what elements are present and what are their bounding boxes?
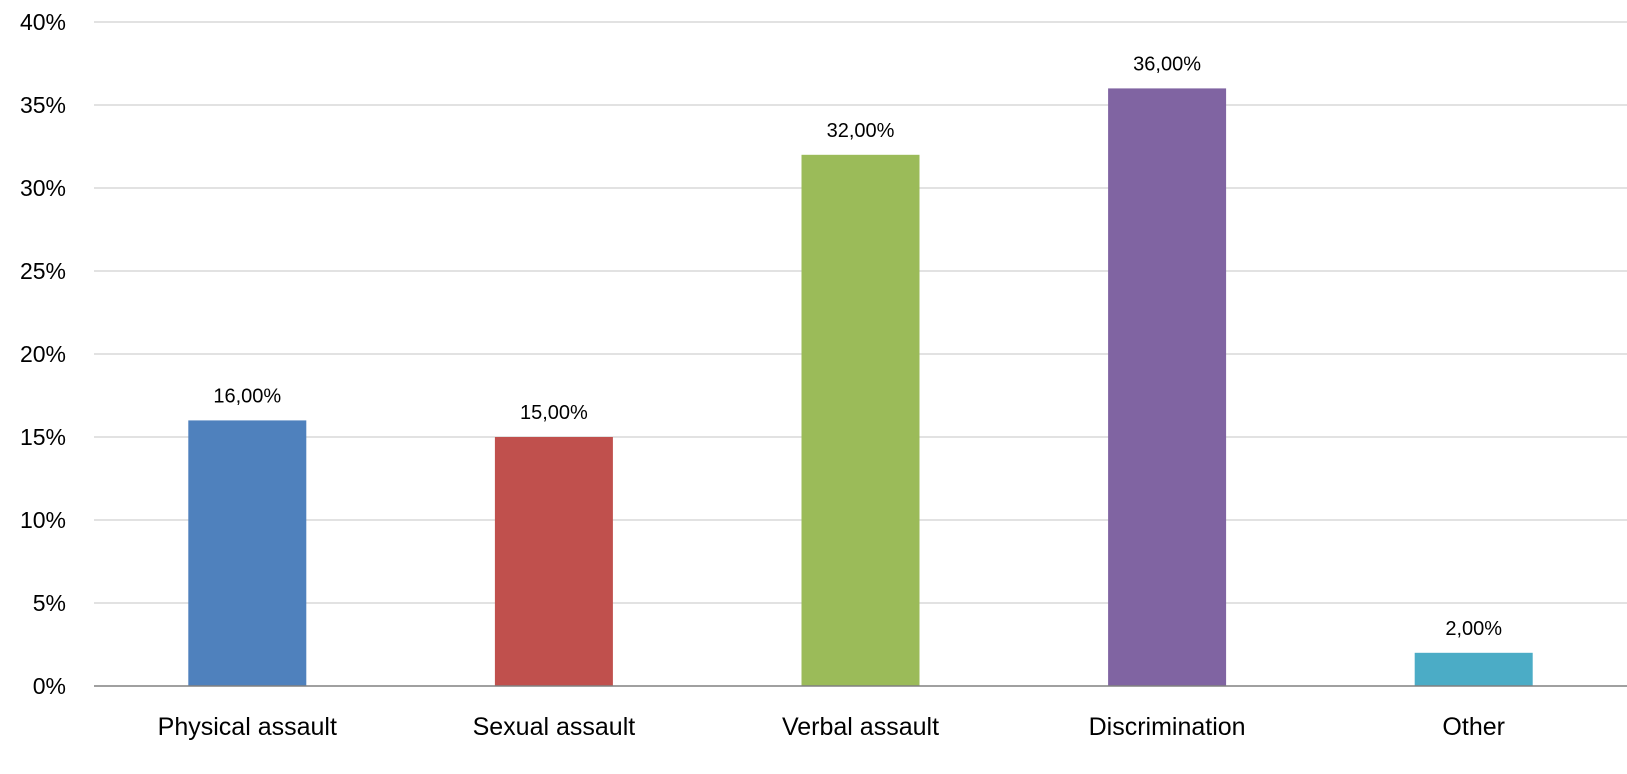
data-label: 36,00% xyxy=(1133,53,1201,75)
bars xyxy=(188,88,1533,687)
bar-discrimination xyxy=(1108,88,1227,686)
data-label: 16,00% xyxy=(213,385,281,407)
data-label: 32,00% xyxy=(827,120,895,142)
x-tick-label: Verbal assault xyxy=(782,713,939,741)
y-axis-tick-labels: 0% 5% 10% 15% 20% 25% 30% 35% 40% xyxy=(20,9,66,699)
x-axis-tick-labels: Physical assault Sexual assault Verbal ass… xyxy=(158,713,1505,741)
bar-physical-assault xyxy=(188,420,307,686)
y-tick-label: 35% xyxy=(20,92,66,118)
y-tick-label: 30% xyxy=(20,175,66,201)
x-tick-label: Sexual assault xyxy=(473,713,636,741)
x-tick-label: Other xyxy=(1442,713,1505,741)
x-tick-label: Physical assault xyxy=(158,713,337,741)
bar-other xyxy=(1414,652,1533,686)
y-tick-label: 40% xyxy=(20,9,66,35)
y-tick-label: 0% xyxy=(33,673,66,699)
y-tick-label: 5% xyxy=(33,590,66,616)
bar-verbal-assault xyxy=(801,154,920,687)
x-tick-label: Discrimination xyxy=(1089,713,1246,741)
data-label: 15,00% xyxy=(520,402,588,424)
y-tick-label: 25% xyxy=(20,258,66,284)
data-label: 2,00% xyxy=(1445,618,1502,640)
y-tick-label: 20% xyxy=(20,341,66,367)
data-labels: 16,00% 15,00% 32,00% 36,00% 2,00% xyxy=(213,53,1502,639)
bar-sexual-assault xyxy=(494,437,613,686)
y-tick-label: 15% xyxy=(20,424,66,450)
y-tick-label: 10% xyxy=(20,507,66,533)
